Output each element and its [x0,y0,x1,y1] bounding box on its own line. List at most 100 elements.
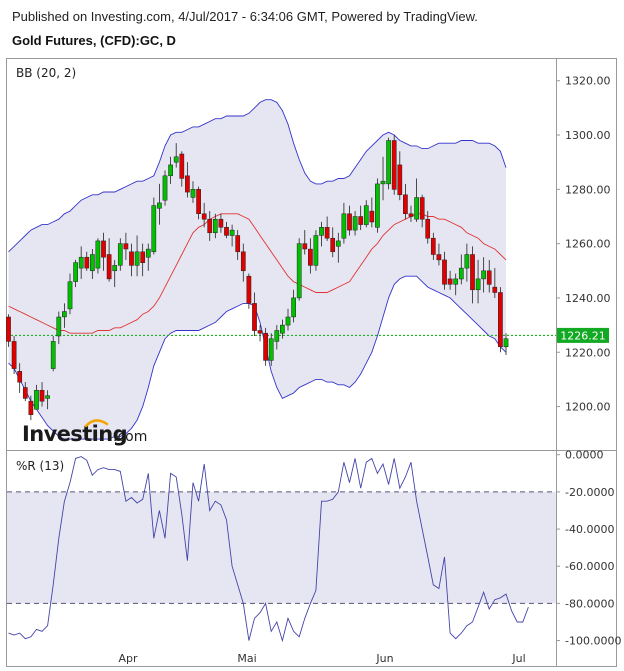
candle [436,243,442,266]
candle-body [145,248,151,258]
candle [414,178,419,222]
candle-body [106,254,112,280]
candle-body [263,332,268,361]
candle [173,143,179,168]
candle-body [380,180,386,185]
candle-body [414,197,419,220]
candle [330,227,336,258]
candle-body [324,227,330,239]
candle-body [475,278,481,291]
williams-r-axis: 0.0000 -20.0000 -40.0000 -60.0000 -80.0000 -1… [556,449,621,648]
candle [470,246,475,304]
candle [498,287,503,353]
candle-body [78,256,84,269]
candle-body [391,140,397,190]
last-price-tag-box [557,327,609,343]
price-tick-label: 1220.00 [565,346,611,359]
candle [84,251,90,271]
candle-body [436,254,442,261]
candle-body [330,237,336,253]
candle [347,205,352,236]
x-tick-label: Mai [237,652,256,665]
candle [34,384,39,410]
candle-body [168,164,173,177]
logo-text: Investing [22,422,127,446]
candle [90,249,95,279]
candle-body [62,311,67,318]
candle-body [201,213,207,220]
candle [425,211,431,244]
candle-body [308,248,313,266]
price-tick-label: 1260.00 [565,238,611,251]
candle-body [453,278,459,285]
candle-body [117,243,123,266]
candle [313,230,319,271]
last-price-tag: 1226.21 [557,327,609,343]
chart-frame [6,58,617,667]
candle [129,243,134,277]
logo-suffix: .com [113,429,147,445]
candle [308,238,313,274]
candle [240,243,246,282]
candle-body [375,183,380,228]
candle-body [34,390,39,410]
candle-body [369,210,375,223]
candle [380,156,386,201]
candle-body [274,330,280,342]
candle [235,230,241,260]
candle-body [464,254,470,269]
candle [363,200,369,228]
candle [263,327,268,366]
candle-body [190,189,196,198]
published-line: Published on Investing.com, 4/Jul/2017 -… [12,9,478,24]
candle-body [302,243,308,250]
candle [246,273,252,309]
candle-body [335,240,341,247]
candle-body [140,251,146,263]
williams-r-band [7,491,556,604]
candle [117,238,123,271]
wr-tick-label: -80.0000 [565,597,614,610]
candle [486,259,492,293]
candle [397,151,403,201]
instrument-title: Gold Futures, (CFD):GC, D [12,33,176,48]
candle [140,243,146,277]
candle-body [112,265,118,272]
candle [403,183,408,220]
williams-r-line [8,456,529,643]
candle-body [73,262,78,282]
candle-body [246,275,252,304]
candle [39,382,45,407]
wr-tick-label: 0.0000 [565,449,604,462]
candle-body [352,216,358,231]
candle [442,251,447,290]
candle-body [185,175,190,193]
candle [224,221,229,239]
candle [73,259,78,288]
candle [145,243,151,271]
candle-body [212,218,218,234]
candle [185,162,190,198]
candle-body [296,243,302,299]
candle-body [56,316,62,337]
candle [358,205,364,231]
candle [56,311,62,345]
candle [369,197,375,228]
candle [62,303,67,328]
candle [419,194,425,228]
candle-body [481,270,486,280]
candle-body [6,316,11,342]
candle-body [90,254,95,272]
price-tick-label: 1200.00 [565,401,611,414]
candle [302,230,308,255]
candle-body [134,251,140,266]
candle-body [39,390,45,402]
price-tick-label: 1320.00 [565,75,611,88]
candle-body [442,259,447,285]
candle [375,178,380,233]
candle-body [207,218,213,234]
wr-tick-label: -100.0000 [565,635,621,648]
candle [458,254,464,285]
x-tick-label: Apr [118,652,138,665]
